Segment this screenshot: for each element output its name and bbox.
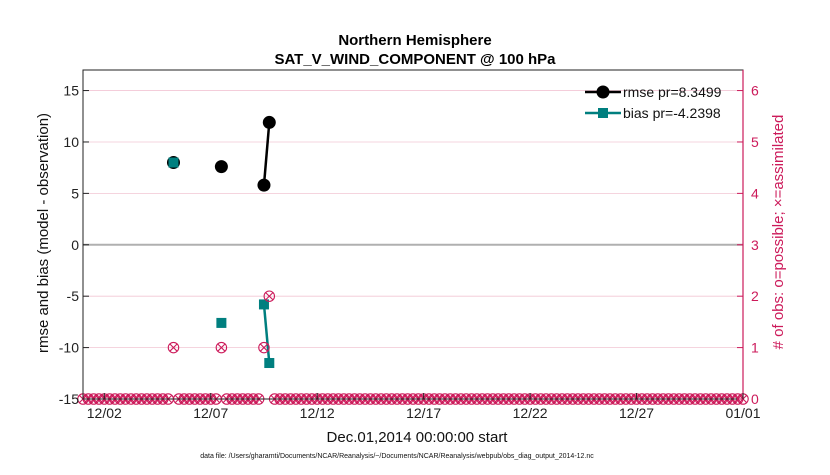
rmse-point	[262, 115, 276, 129]
y-right-tick-label: 0	[751, 391, 759, 407]
y-right-tick-label: 4	[751, 185, 759, 201]
x-tick-label: 01/01	[725, 405, 760, 421]
y-right-tick-label: 5	[751, 134, 759, 150]
x-tick-label: 12/22	[513, 405, 548, 421]
rmse-point	[257, 178, 271, 192]
obs-count-marker	[258, 341, 270, 354]
y-axis-label: rmse and bias (model - observation)	[35, 113, 52, 353]
obs-count-marker	[167, 341, 180, 354]
y-right-tick-label: 6	[751, 83, 759, 99]
x-axis-label: Dec.01,2014 00:00:00 start	[327, 429, 509, 446]
y-tick-label: 10	[63, 134, 79, 150]
y-tick-label: -10	[59, 340, 79, 356]
y-tick-label: -15	[59, 391, 79, 407]
bias-point	[216, 317, 227, 328]
rmse-line	[262, 122, 271, 186]
legend-label: bias pr=-4.2398	[623, 105, 721, 121]
legend-marker	[596, 85, 610, 99]
y-tick-label: 0	[71, 237, 79, 253]
y-axis-label-right: # of obs: o=possible; ×=assimilated	[770, 115, 787, 350]
y-tick-label: 5	[71, 185, 79, 201]
bias-point	[258, 299, 269, 310]
x-tick-label: 12/12	[300, 405, 335, 421]
x-tick-label: 12/02	[87, 405, 122, 421]
chart-title: Northern Hemisphere	[338, 32, 491, 49]
legend-entry: rmse pr=8.3499	[585, 84, 722, 100]
bottom-axis: 12/02 12/07 12/12 12/17 12/22 12/27 01/01	[87, 393, 761, 421]
legend: rmse pr=8.3499 bias pr=-4.2398	[585, 84, 722, 121]
rmse-point	[214, 160, 228, 174]
x-tick-label: 12/07	[193, 405, 228, 421]
y-tick-label: 15	[63, 83, 79, 99]
right-axis: 0 1 2 3 4 5 6	[737, 70, 759, 407]
left-axis: -15 -10 -5 0 5 10 15	[59, 83, 89, 407]
bias-line	[262, 304, 271, 364]
y-right-tick-label: 3	[751, 237, 759, 253]
y-right-tick-label: 1	[751, 340, 759, 356]
chart-subtitle: SAT_V_WIND_COMPONENT @ 100 hPa	[274, 51, 556, 68]
bias-point	[264, 358, 275, 369]
y-right-tick-label: 2	[751, 288, 759, 304]
legend-marker	[598, 108, 608, 118]
x-tick-label: 12/27	[619, 405, 654, 421]
series-layer	[166, 115, 276, 369]
obs-count-marker	[215, 341, 228, 354]
x-tick-label: 12/17	[406, 405, 441, 421]
obs-count-marker	[263, 290, 276, 302]
bias-point	[168, 157, 179, 168]
data-file-footnote: data file: /Users/gharamti/Documents/NCA…	[200, 453, 594, 460]
legend-entry: bias pr=-4.2398	[585, 105, 721, 121]
legend-label: rmse pr=8.3499	[623, 84, 722, 100]
y-tick-label: -5	[67, 288, 80, 304]
